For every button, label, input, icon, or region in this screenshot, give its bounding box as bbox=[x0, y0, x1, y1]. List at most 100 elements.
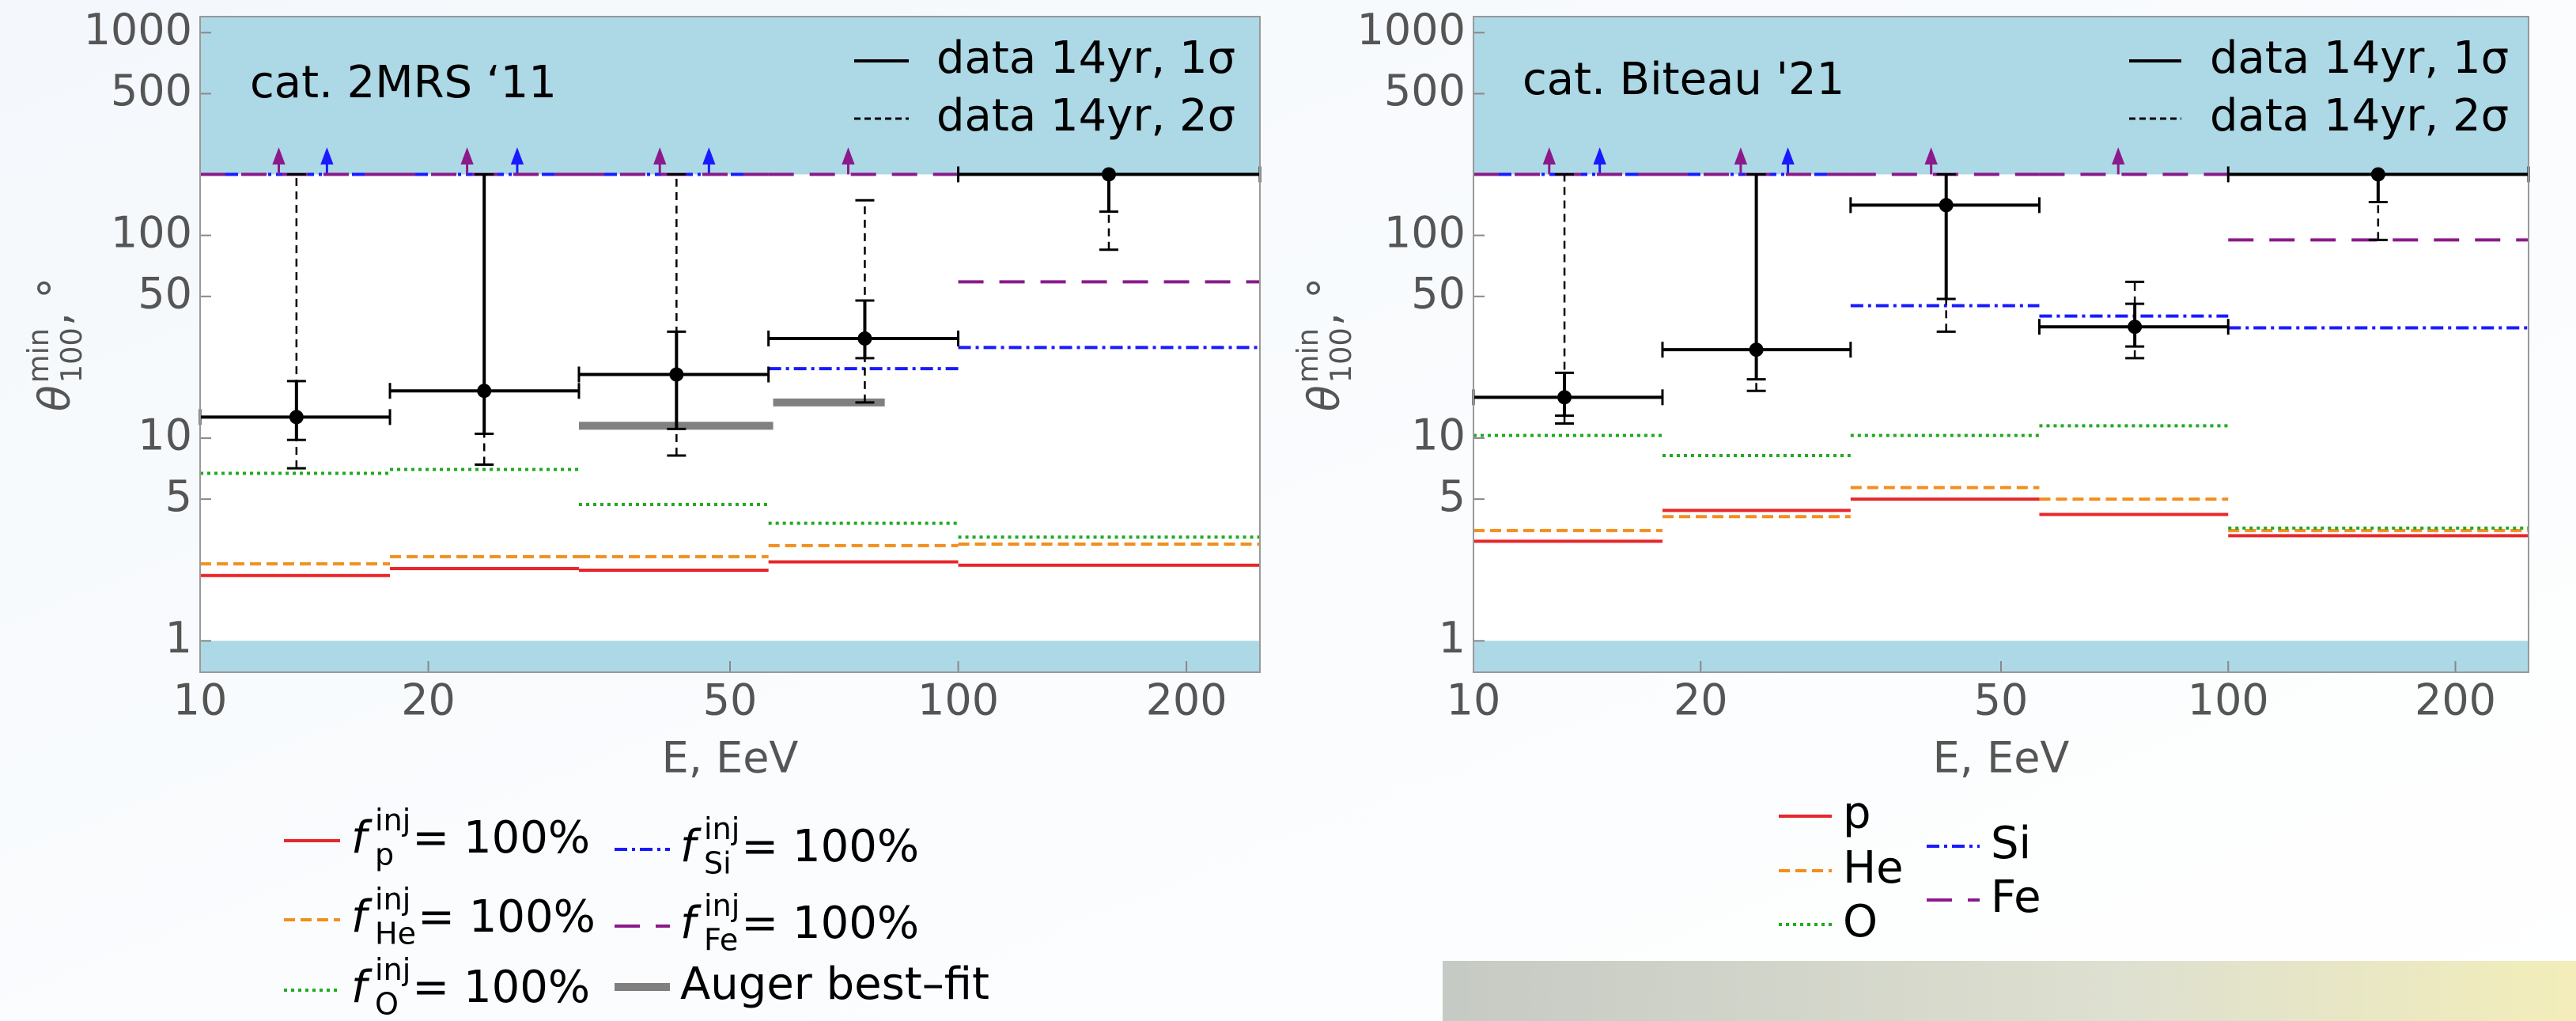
shaded-band bbox=[1473, 17, 2529, 175]
legend-label: p bbox=[1843, 788, 1871, 839]
legend-label-sup: inj bbox=[375, 952, 410, 987]
y-tick-label: 5 bbox=[165, 471, 192, 521]
legend-label-text: Fe bbox=[1991, 872, 2041, 923]
y-tick-label: 50 bbox=[138, 268, 192, 318]
x-tick-label: 200 bbox=[1146, 675, 1227, 725]
data-point bbox=[1101, 167, 1116, 182]
inset-label: data 14yr, 1σ bbox=[2210, 32, 2509, 84]
limit-arrow bbox=[510, 147, 524, 175]
x-axis-label: E, EeV bbox=[662, 733, 799, 783]
y-tick-label: 100 bbox=[1384, 207, 1466, 257]
legend-label-text: Auger best–fit bbox=[680, 959, 989, 1010]
legend-label-sub: O bbox=[375, 987, 399, 1021]
legend-label-text: He bbox=[1843, 842, 1904, 894]
x-tick-label: 100 bbox=[2188, 675, 2269, 725]
y-tick-label: 1 bbox=[1439, 613, 1466, 663]
legend-label-suffix: = 100% bbox=[412, 812, 590, 864]
data-point bbox=[2128, 320, 2143, 335]
y-tick-label: 1000 bbox=[1357, 5, 1466, 55]
x-tick-label: 20 bbox=[401, 675, 456, 725]
legend-label-suffix: = 100% bbox=[412, 962, 590, 1013]
y-tick-label: 1000 bbox=[84, 5, 192, 55]
legend-label: O bbox=[1843, 896, 1878, 947]
legend-label: Auger best–fit bbox=[680, 959, 989, 1010]
y-axis-label-symbol: θ bbox=[1299, 385, 1349, 411]
limit-arrow bbox=[320, 147, 334, 175]
y-axis-label-suffix: , ° bbox=[1299, 278, 1349, 326]
legend-label-suffix: = 100% bbox=[741, 821, 919, 872]
background-photo bbox=[1443, 961, 2576, 1021]
data-point bbox=[477, 384, 492, 399]
limit-arrow bbox=[1781, 147, 1795, 175]
y-axis-label-sub: 100 bbox=[1324, 327, 1358, 383]
limit-arrow bbox=[1593, 147, 1606, 175]
legend-label-sup: inj bbox=[375, 882, 410, 917]
y-tick-label: 50 bbox=[1411, 268, 1466, 318]
y-tick-label: 500 bbox=[1384, 66, 1466, 115]
y-axis-label-sub: 100 bbox=[55, 327, 89, 383]
plot-frame bbox=[199, 16, 1261, 673]
legend-label-sub: p bbox=[375, 838, 394, 872]
data-point bbox=[857, 331, 872, 346]
y-tick-label: 10 bbox=[138, 410, 192, 460]
data-point bbox=[1939, 198, 1954, 213]
limit-arrow bbox=[1734, 147, 1748, 175]
y-axis-label-symbol: θ bbox=[30, 385, 80, 411]
data-point bbox=[669, 367, 684, 382]
limit-arrow bbox=[272, 147, 286, 175]
x-tick-label: 10 bbox=[173, 675, 228, 725]
limit-arrow bbox=[1542, 147, 1556, 175]
x-tick-label: 50 bbox=[703, 675, 758, 725]
inset-label: data 14yr, 2σ bbox=[2210, 90, 2509, 142]
data-point bbox=[289, 410, 304, 425]
limit-arrow bbox=[1924, 147, 1938, 175]
y-axis-label-suffix: , ° bbox=[30, 278, 80, 326]
legend-label-sub: He bbox=[375, 917, 416, 951]
x-tick-label: 50 bbox=[1974, 675, 2029, 725]
inset-label: data 14yr, 2σ bbox=[936, 90, 1235, 142]
legend-label: Fe bbox=[1991, 872, 2041, 923]
x-tick-label: 10 bbox=[1447, 675, 1501, 725]
shaded-band bbox=[200, 17, 1260, 175]
legend-label-text: O bbox=[1843, 896, 1878, 947]
y-axis-label-sup: min bbox=[21, 328, 55, 383]
y-tick-label: 500 bbox=[111, 66, 192, 115]
y-axis-label-sup: min bbox=[1291, 328, 1325, 383]
limit-arrow bbox=[653, 147, 667, 175]
legend-label-sup: inj bbox=[375, 803, 410, 838]
limit-arrow bbox=[842, 147, 855, 175]
legend-label-sub: Fe bbox=[704, 923, 738, 958]
legend-label-suffix: = 100% bbox=[741, 898, 919, 949]
x-tick-label: 200 bbox=[2415, 675, 2496, 725]
y-tick-label: 5 bbox=[1439, 471, 1466, 521]
legend-label: He bbox=[1843, 842, 1904, 894]
limit-arrow bbox=[702, 147, 716, 175]
plot-frame bbox=[1473, 16, 2529, 673]
limit-arrow bbox=[2112, 147, 2125, 175]
legend-label-text: p bbox=[1843, 788, 1871, 839]
inset-label: data 14yr, 1σ bbox=[936, 32, 1235, 84]
legend-label-sup: inj bbox=[704, 888, 740, 923]
legend-label-sup: inj bbox=[704, 811, 740, 846]
legend-label-sub: Si bbox=[704, 846, 732, 881]
legend-label-suffix: = 100% bbox=[418, 891, 596, 943]
data-point bbox=[2370, 167, 2385, 182]
y-tick-label: 10 bbox=[1411, 410, 1466, 460]
annotation: cat. Biteau '21 bbox=[1523, 54, 1844, 105]
y-tick-label: 100 bbox=[111, 207, 192, 257]
legend-label-text: Si bbox=[1991, 818, 2031, 869]
data-point bbox=[1557, 390, 1572, 405]
x-axis-label: E, EeV bbox=[1933, 733, 2070, 783]
data-point bbox=[1749, 342, 1764, 357]
